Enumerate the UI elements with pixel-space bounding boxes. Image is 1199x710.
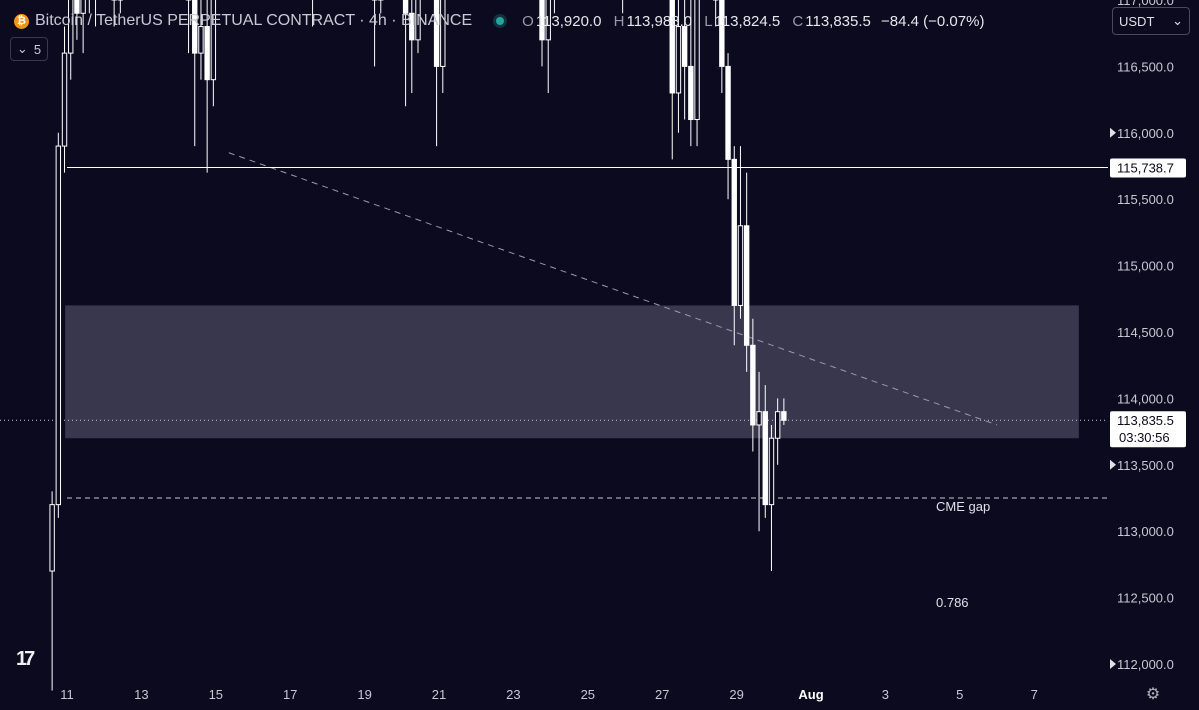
candle-body[interactable] xyxy=(725,65,731,160)
current-price-badge xyxy=(1110,411,1186,448)
x-axis-tick-label: 21 xyxy=(432,687,446,702)
cme-gap-label: CME gap xyxy=(936,499,990,514)
candle-body[interactable] xyxy=(781,411,787,421)
y-axis-tick-label: 113,000.0 xyxy=(1117,524,1174,539)
y-axis-tick-label: 112,500.0 xyxy=(1117,591,1174,606)
axis-arrow-icon xyxy=(1110,459,1116,470)
x-axis-tick-label: 17 xyxy=(283,687,297,702)
candle-body[interactable] xyxy=(750,344,756,426)
change-value: −84.4 (−0.07%) xyxy=(881,12,985,30)
x-axis-tick-label: 3 xyxy=(882,687,889,702)
candle-body[interactable] xyxy=(669,0,675,94)
candle-body[interactable] xyxy=(55,145,62,506)
current-price-label: 113,835.5 xyxy=(1117,413,1174,428)
candle-body[interactable] xyxy=(774,411,781,439)
x-axis-tick-label: 25 xyxy=(581,687,595,702)
open-value: 113,920.0 xyxy=(535,12,602,30)
candle-body[interactable] xyxy=(402,0,409,14)
cme-gap-zone xyxy=(65,305,1079,439)
indicators-toggle-button[interactable]: ⌄ 5 xyxy=(10,37,48,61)
close-label: C xyxy=(792,12,804,30)
countdown-label: 03:30:56 xyxy=(1119,430,1170,445)
chevron-down-icon: ⌄ xyxy=(1172,13,1183,28)
x-axis-tick-label: 5 xyxy=(956,687,963,702)
chevron-down-icon: ⌄ xyxy=(16,41,28,56)
y-axis-tick-label: 114,000.0 xyxy=(1117,391,1174,406)
axis-arrow-icon xyxy=(1110,127,1116,138)
gear-icon[interactable]: ⚙ xyxy=(1145,686,1161,703)
ohlc-values: O 113,920.0 H 113,988.0 L 113,824.5 C 113,83… xyxy=(522,13,984,30)
candle-body[interactable] xyxy=(204,26,210,81)
candle-body[interactable] xyxy=(743,225,750,346)
y-axis-tick-label: 115,500.0 xyxy=(1117,192,1174,207)
low-value: 113,824.5 xyxy=(714,12,781,30)
candle-body[interactable] xyxy=(49,504,55,572)
candle-body[interactable] xyxy=(440,0,446,67)
y-axis-tick-label: 116,500.0 xyxy=(1117,59,1174,74)
candle-body[interactable] xyxy=(719,0,725,67)
fib-level-label: 0.786 xyxy=(936,595,969,610)
indicators-count: 5 xyxy=(33,41,42,57)
y-axis-tick-label: 113,500.0 xyxy=(1117,458,1174,473)
x-axis-tick-label: Aug xyxy=(798,687,823,702)
level-price-label: 115,738.7 xyxy=(1117,161,1174,176)
candle-body[interactable] xyxy=(768,437,775,506)
candle-body[interactable] xyxy=(681,26,688,67)
candle-body[interactable] xyxy=(68,0,74,54)
candle-body[interactable] xyxy=(756,411,762,426)
x-axis-tick-label: 15 xyxy=(209,687,223,702)
axis-arrow-icon xyxy=(1110,659,1116,669)
x-axis-tick-label: 13 xyxy=(134,687,148,702)
candle-body[interactable] xyxy=(192,0,198,54)
candle-body[interactable] xyxy=(539,0,545,41)
tradingview-logo[interactable]: 17 xyxy=(16,648,35,670)
candle-body[interactable] xyxy=(80,0,86,14)
candle-body[interactable] xyxy=(61,52,68,147)
x-axis-tick-label: 11 xyxy=(60,687,74,702)
lower-trendline xyxy=(228,152,998,426)
candle-body[interactable] xyxy=(688,65,694,121)
candle-body[interactable] xyxy=(731,158,737,306)
candle-body[interactable] xyxy=(198,26,204,54)
candle-body[interactable] xyxy=(433,0,440,67)
currency-select[interactable]: USDT ⌄ xyxy=(1112,7,1190,35)
candle-body[interactable] xyxy=(409,12,415,41)
market-status-dot xyxy=(496,17,505,25)
y-axis-tick-label: 114,500.0 xyxy=(1117,325,1174,340)
candle-body[interactable] xyxy=(675,26,682,94)
symbol-title[interactable]: Bitcoin / TetherUS PERPETUAL CONTRACT · … xyxy=(35,12,473,29)
y-axis-tick-label: 116,000.0 xyxy=(1117,126,1174,141)
close-value: 113,835.5 xyxy=(805,12,871,30)
candle-body[interactable] xyxy=(545,0,551,41)
candle-body[interactable] xyxy=(762,411,768,506)
low-label: L xyxy=(704,12,713,30)
x-axis-tick-label: 27 xyxy=(655,687,669,702)
bitcoin-icon: ₿ xyxy=(14,13,29,29)
high-label: H xyxy=(613,12,625,30)
x-axis-tick-label: 19 xyxy=(357,687,371,702)
x-axis-tick-label: 7 xyxy=(1031,687,1038,702)
candle-body[interactable] xyxy=(74,0,80,14)
level-price-badge xyxy=(1110,158,1186,178)
y-axis-tick-label: 112,000.0 xyxy=(1117,657,1174,672)
candle-body[interactable] xyxy=(210,0,217,81)
x-axis-tick-label: 29 xyxy=(729,687,743,702)
candle-body[interactable] xyxy=(415,0,421,41)
y-axis-tick-label: 117,000.0 xyxy=(1117,0,1174,8)
open-label: O xyxy=(522,12,534,30)
y-axis-tick-label: 115,000.0 xyxy=(1117,259,1174,274)
x-axis-tick-label: 23 xyxy=(506,687,520,702)
candle-body[interactable] xyxy=(737,225,744,306)
candle-body[interactable] xyxy=(694,0,700,121)
high-value: 113,988.0 xyxy=(626,12,693,30)
chart-header: ₿ Bitcoin / TetherUS PERPETUAL CONTRACT … xyxy=(0,8,1100,34)
currency-value: USDT xyxy=(1119,13,1155,29)
